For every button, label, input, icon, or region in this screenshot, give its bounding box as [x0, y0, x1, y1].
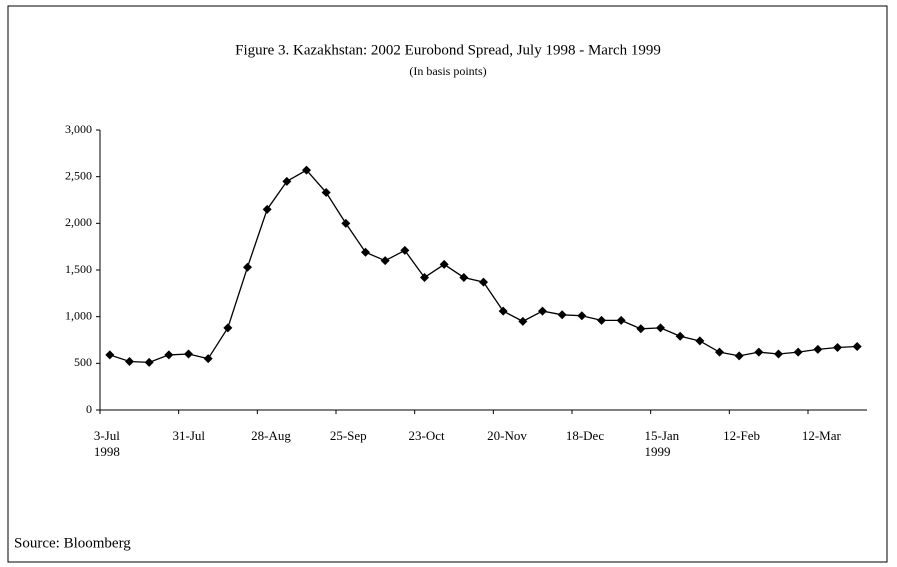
point — [813, 344, 823, 354]
x-tick-label: 25-Sep — [329, 428, 367, 443]
point — [793, 347, 803, 357]
chart-title: Figure 3. Kazakhstan: 2002 Eurobond Spre… — [235, 42, 661, 58]
point — [479, 277, 488, 287]
point — [577, 311, 587, 321]
point — [262, 204, 272, 214]
chart-subtitle: (In basis points) — [409, 64, 486, 78]
point — [223, 323, 233, 333]
line-series — [109, 169, 858, 364]
point — [636, 324, 646, 334]
point — [675, 331, 685, 341]
y-tick-label: 2,500 — [65, 168, 92, 182]
x-tick-label: 12-Feb — [723, 428, 760, 443]
point — [125, 356, 134, 366]
point — [282, 176, 292, 186]
y-tick-label: 3,000 — [65, 122, 92, 136]
y-tick-label: 1,000 — [65, 308, 92, 322]
point — [538, 306, 547, 316]
y-tick-label: 2,000 — [65, 215, 92, 229]
x-tick-label: 12-Mar — [801, 428, 841, 443]
y-tick-label: 1,500 — [65, 262, 92, 276]
x-tick-label: 3-Jul 1998 — [93, 428, 120, 459]
x-tick-label: 15-Jan 1999 — [644, 428, 680, 459]
point — [852, 342, 862, 352]
point — [302, 165, 311, 175]
point — [715, 347, 724, 357]
point — [420, 272, 429, 282]
x-tick-label: 31-Jul — [172, 428, 206, 443]
point — [734, 351, 744, 361]
x-tick-label: 20-Nov — [487, 428, 527, 443]
point — [400, 245, 410, 255]
point — [498, 306, 508, 316]
point — [833, 342, 842, 352]
point — [203, 354, 213, 364]
point — [144, 357, 154, 367]
point — [341, 218, 351, 228]
point — [518, 316, 528, 326]
point — [380, 256, 390, 266]
point — [774, 349, 783, 359]
point — [164, 350, 174, 360]
point — [321, 188, 331, 198]
point — [695, 336, 705, 346]
point — [105, 350, 115, 360]
point — [184, 349, 193, 359]
point — [361, 247, 370, 257]
y-tick-label: 500 — [74, 355, 92, 369]
point — [616, 315, 626, 325]
frame — [7, 5, 888, 563]
point — [597, 315, 606, 325]
point — [243, 262, 252, 272]
point — [557, 310, 567, 320]
point — [754, 347, 764, 357]
point — [459, 272, 469, 282]
x-tick-label: 28-Aug — [251, 428, 291, 443]
point — [656, 323, 665, 333]
source-note: Source: Bloomberg — [14, 535, 131, 551]
point — [439, 259, 449, 269]
y-tick-label: 0 — [86, 402, 92, 416]
x-tick-label: 23-Oct — [408, 428, 445, 443]
x-tick-label: 18-Dec — [565, 428, 605, 443]
